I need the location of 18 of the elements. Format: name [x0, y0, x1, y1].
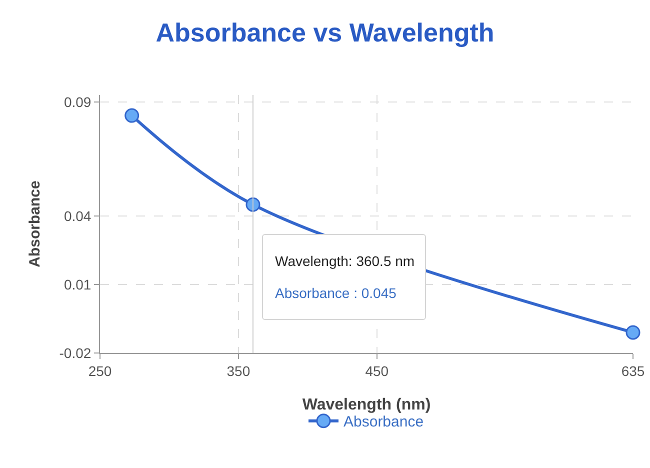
x-tick-label: 635: [621, 362, 645, 379]
chart-title: Absorbance vs Wavelength: [156, 18, 494, 48]
point: [626, 325, 640, 340]
y-tick-label: -0.02: [59, 344, 92, 361]
y-tick-label: 0.01: [64, 276, 92, 292]
legend-label: Absorbance: [344, 414, 424, 431]
y-axis-title: Absorbance: [26, 180, 44, 268]
x-axis-title: Wavelength (nm): [302, 396, 431, 414]
point: [246, 197, 260, 212]
annotation: Wavelength: 360.5 nm: [275, 253, 416, 269]
x-tick-label: 250: [88, 362, 112, 379]
y-tick-label: 0.04: [64, 208, 92, 224]
tooltip-box: Wavelength: 360.5 nm Absorbance : 0.045: [262, 234, 426, 320]
x-tick-label: 350: [226, 362, 250, 379]
point: [124, 108, 140, 123]
annotation: Absorbance : 0.045: [275, 285, 398, 301]
x-tick-label: 450: [365, 362, 389, 379]
y-tick-label: 0.09: [64, 94, 92, 110]
